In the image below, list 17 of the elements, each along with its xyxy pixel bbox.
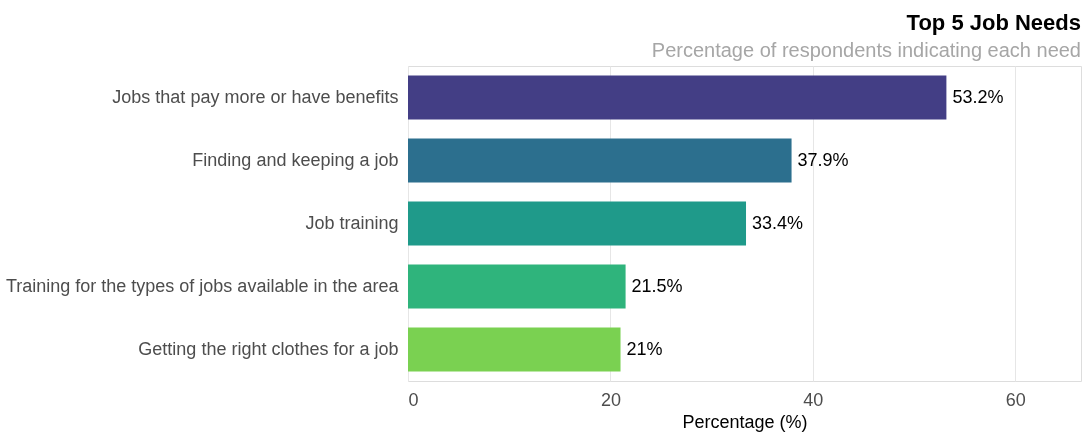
y-tick-label: Jobs that pay more or have benefits <box>112 86 399 107</box>
data-label: 37.9% <box>797 149 849 170</box>
y-tick-label: Job training <box>305 212 399 233</box>
x-tick-label: 20 <box>600 389 621 410</box>
y-tick-label: Finding and keeping a job <box>192 149 399 170</box>
y-tick-label: Training for the types of jobs available in the area <box>5 275 400 296</box>
data-label: 53.2% <box>952 86 1004 107</box>
data-label: 21% <box>626 338 663 359</box>
x-tick-label: 40 <box>803 389 824 410</box>
data-label: 21.5% <box>631 275 683 296</box>
x-tick-label: 60 <box>1005 389 1026 410</box>
x-tick-label: 0 <box>408 389 419 410</box>
data-label: 33.4% <box>752 212 804 233</box>
chart-title: Top 5 Job Needs <box>906 10 1081 35</box>
chart-subtitle: Percentage of respondents indicating each need <box>651 39 1081 61</box>
y-tick-label: Getting the right clothes for a job <box>138 338 399 359</box>
x-axis-title: Percentage (%) <box>682 411 808 432</box>
